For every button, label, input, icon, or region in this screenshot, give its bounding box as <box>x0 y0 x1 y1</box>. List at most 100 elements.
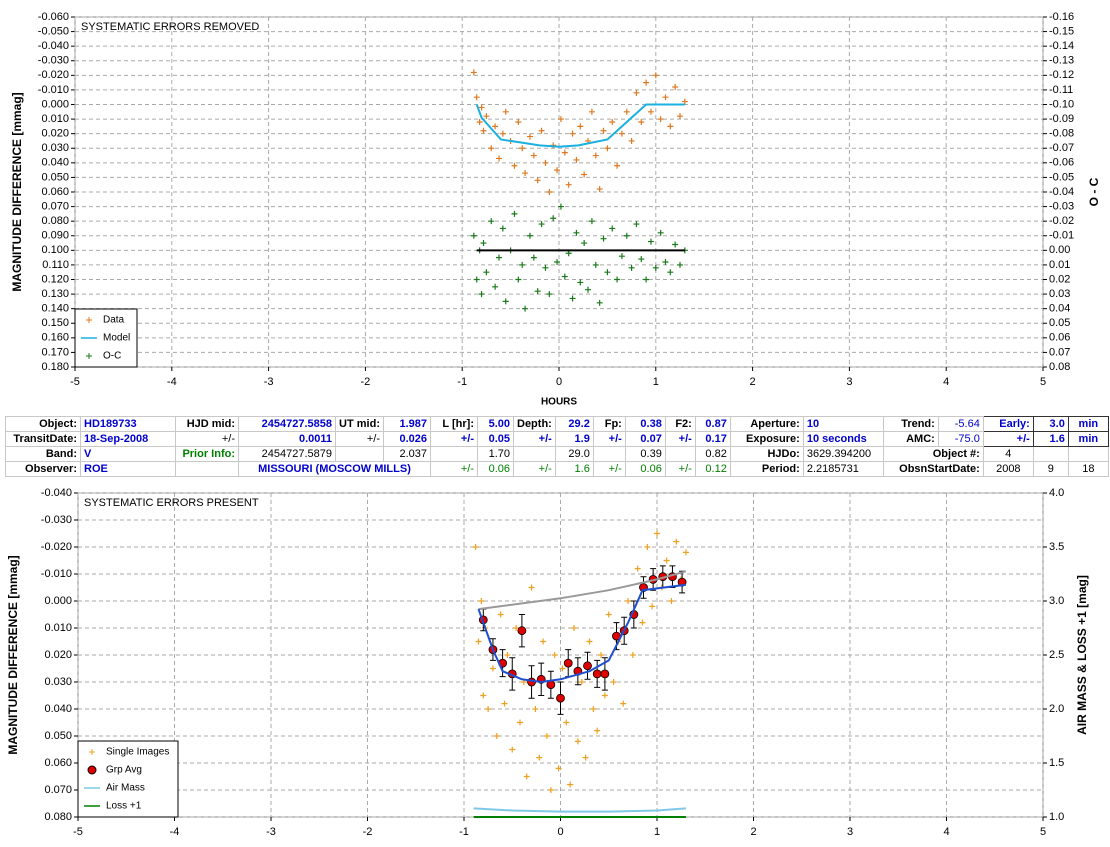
point <box>638 119 645 125</box>
point <box>534 177 541 184</box>
point <box>511 162 518 169</box>
point <box>495 254 502 261</box>
point <box>516 719 523 726</box>
legend-symbol <box>89 749 95 755</box>
cell <box>175 461 239 477</box>
cell: ObsnStartDate: <box>882 461 984 477</box>
y2-tick-label: 0.08 <box>1049 361 1070 373</box>
point <box>672 241 679 248</box>
point <box>561 273 568 280</box>
point <box>649 603 656 610</box>
cell: 0.12 <box>694 461 731 477</box>
point <box>519 261 526 268</box>
y2-tick-label: 0.01 <box>1049 259 1070 271</box>
point <box>488 218 495 225</box>
point <box>662 259 669 265</box>
cell: 0.06 <box>624 461 666 477</box>
x-tick-label: 0 <box>556 376 562 388</box>
y-tick-label: 0.140 <box>41 303 69 315</box>
point <box>502 298 509 305</box>
point <box>598 652 605 658</box>
point <box>555 765 562 772</box>
cell: 18 <box>1067 461 1109 477</box>
point <box>620 700 627 707</box>
cell <box>592 446 626 462</box>
x-tick-label: -5 <box>73 826 83 838</box>
cell: 29.2 <box>554 416 594 432</box>
point <box>492 123 499 130</box>
legend-label: Model <box>103 333 130 344</box>
y-tick-label: -0.010 <box>38 84 69 96</box>
point <box>509 746 516 753</box>
y-tick-label: 0.060 <box>44 757 72 769</box>
point <box>609 225 616 232</box>
y2-tick-label: 1.0 <box>1049 811 1064 823</box>
point <box>563 719 570 726</box>
y-axis-label: MAGNITUDE DIFFERENCE [mmag] <box>6 555 20 754</box>
y-tick-label: 0.170 <box>41 346 69 358</box>
point <box>583 661 592 671</box>
point <box>470 232 477 239</box>
point <box>652 72 659 79</box>
point <box>501 700 508 707</box>
point <box>483 269 490 276</box>
point <box>633 221 640 228</box>
x-tick-label: -2 <box>363 826 373 838</box>
point <box>480 240 487 247</box>
point <box>546 291 553 298</box>
cell: Fp: <box>592 416 626 432</box>
cell: TransitDate: <box>5 431 81 447</box>
cell: Trend: <box>882 416 939 432</box>
series-line <box>477 583 687 684</box>
y2-tick-label: 2.0 <box>1049 703 1064 715</box>
point <box>654 530 660 537</box>
point <box>657 229 664 236</box>
y-tick-label: -0.050 <box>38 25 69 37</box>
cell <box>1032 446 1069 462</box>
point <box>563 658 573 668</box>
cell: 1.9 <box>554 431 594 447</box>
cell: Band: <box>5 446 81 462</box>
legend-label: Single Images <box>106 747 169 758</box>
y-tick-label: -0.010 <box>41 568 72 580</box>
y-tick-label: 0.080 <box>41 215 69 227</box>
cell: ROE <box>80 461 176 477</box>
y-tick-label: -0.040 <box>38 40 69 52</box>
x-tick-label: 1 <box>654 826 660 838</box>
point <box>546 189 553 195</box>
cell: Prior Info: <box>175 446 239 462</box>
point <box>586 638 593 645</box>
legend-symbol <box>86 317 92 323</box>
point <box>534 288 541 295</box>
point <box>495 155 502 162</box>
cell: +/- <box>664 431 696 447</box>
point <box>605 611 612 618</box>
y2-tick-label: -0.07 <box>1049 142 1074 154</box>
cell: +/- <box>592 461 626 477</box>
y2-tick-label: -0.05 <box>1049 171 1074 183</box>
point <box>480 127 487 134</box>
y2-tick-label: 0.07 <box>1049 346 1070 358</box>
y2-tick-label: 0.03 <box>1049 288 1070 300</box>
point <box>538 127 545 134</box>
point <box>565 181 572 188</box>
point <box>470 69 477 76</box>
cell: 1.70 <box>477 446 514 462</box>
cell: +/- <box>664 461 696 477</box>
cell: HJDo: <box>729 446 804 462</box>
y-tick-label: -0.030 <box>41 514 72 526</box>
y2-tick-label: 3.0 <box>1049 595 1064 607</box>
legend-symbol <box>86 353 92 359</box>
point <box>682 549 689 556</box>
point <box>557 116 564 123</box>
point <box>643 276 650 283</box>
point <box>540 638 547 645</box>
y-tick-label: 0.160 <box>41 332 69 344</box>
point <box>585 286 592 293</box>
point <box>528 584 535 591</box>
point <box>526 133 533 140</box>
cell: 0.38 <box>624 416 666 432</box>
y-tick-label: 0.000 <box>44 595 72 607</box>
point <box>577 279 584 286</box>
